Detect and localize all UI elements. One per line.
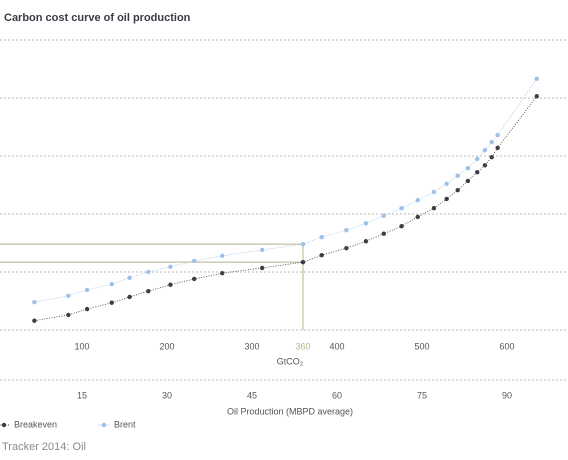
data-point xyxy=(84,287,90,293)
data-point xyxy=(534,76,539,82)
x2-tick-label: 90 xyxy=(502,390,512,400)
data-point xyxy=(431,206,437,211)
legend-swatch xyxy=(101,422,107,428)
data-point xyxy=(399,206,404,211)
data-point xyxy=(415,214,420,220)
data-point xyxy=(146,288,151,294)
data-point xyxy=(363,221,369,226)
data-point xyxy=(465,165,471,171)
data-point xyxy=(475,156,480,162)
data-point xyxy=(399,223,404,229)
data-point xyxy=(495,132,500,138)
data-point xyxy=(32,299,37,305)
data-point xyxy=(475,170,480,175)
data-point xyxy=(84,306,90,312)
data-point xyxy=(260,265,265,271)
annotation-label: 360 xyxy=(295,341,310,351)
series-line xyxy=(34,96,538,322)
data-point xyxy=(344,228,349,233)
data-point xyxy=(300,259,306,265)
data-point xyxy=(465,178,471,184)
data-point xyxy=(192,258,197,264)
data-point xyxy=(482,148,488,153)
chart-title: Carbon cost curve of oil production xyxy=(4,12,191,24)
data-point xyxy=(344,246,349,251)
data-point xyxy=(455,188,460,193)
x2-tick-label: 60 xyxy=(332,390,342,400)
data-point xyxy=(127,275,132,280)
x2-axis-label: Oil Production (MBPD average) xyxy=(227,406,353,416)
data-point xyxy=(319,252,324,258)
data-point xyxy=(168,282,173,287)
data-point xyxy=(109,281,114,287)
x-tick-label: 400 xyxy=(329,341,344,351)
data-point xyxy=(363,239,369,244)
data-point xyxy=(381,213,386,218)
data-point xyxy=(489,154,494,160)
x2-tick-label: 75 xyxy=(417,390,427,400)
x-tick-label: 500 xyxy=(414,341,429,351)
data-point xyxy=(220,253,225,258)
data-point xyxy=(260,247,265,253)
data-point xyxy=(495,145,500,151)
data-point xyxy=(192,276,197,282)
data-point xyxy=(415,197,420,203)
data-point xyxy=(444,196,449,202)
data-point xyxy=(146,269,151,275)
data-point xyxy=(381,231,386,236)
data-point xyxy=(168,264,173,269)
legend-label: Brent xyxy=(114,419,136,429)
x2-tick-label: 45 xyxy=(247,390,257,400)
data-point xyxy=(444,181,449,187)
source-note: Tracker 2014: Oil xyxy=(2,441,86,453)
series-line xyxy=(34,78,538,303)
x-axis-label: GtCO₂ xyxy=(277,356,304,366)
x-tick-label: 200 xyxy=(159,341,174,351)
x2-tick-label: 30 xyxy=(162,390,172,400)
data-point xyxy=(300,241,306,247)
data-point xyxy=(534,94,539,99)
data-point xyxy=(489,139,494,145)
data-point xyxy=(66,312,71,318)
x-tick-label: 100 xyxy=(74,341,89,351)
legend-label: Breakeven xyxy=(14,419,57,429)
data-point xyxy=(319,235,324,240)
data-point xyxy=(482,163,488,168)
x-tick-label: 600 xyxy=(499,341,514,351)
x2-tick-label: 15 xyxy=(77,390,87,400)
legend-swatch xyxy=(1,422,7,428)
x-tick-label: 300 xyxy=(244,341,259,351)
data-point xyxy=(109,300,114,305)
data-point xyxy=(455,173,460,178)
data-point xyxy=(127,294,132,300)
data-point xyxy=(431,189,437,195)
data-point xyxy=(32,318,37,323)
data-point xyxy=(220,270,225,276)
data-point xyxy=(66,293,71,298)
